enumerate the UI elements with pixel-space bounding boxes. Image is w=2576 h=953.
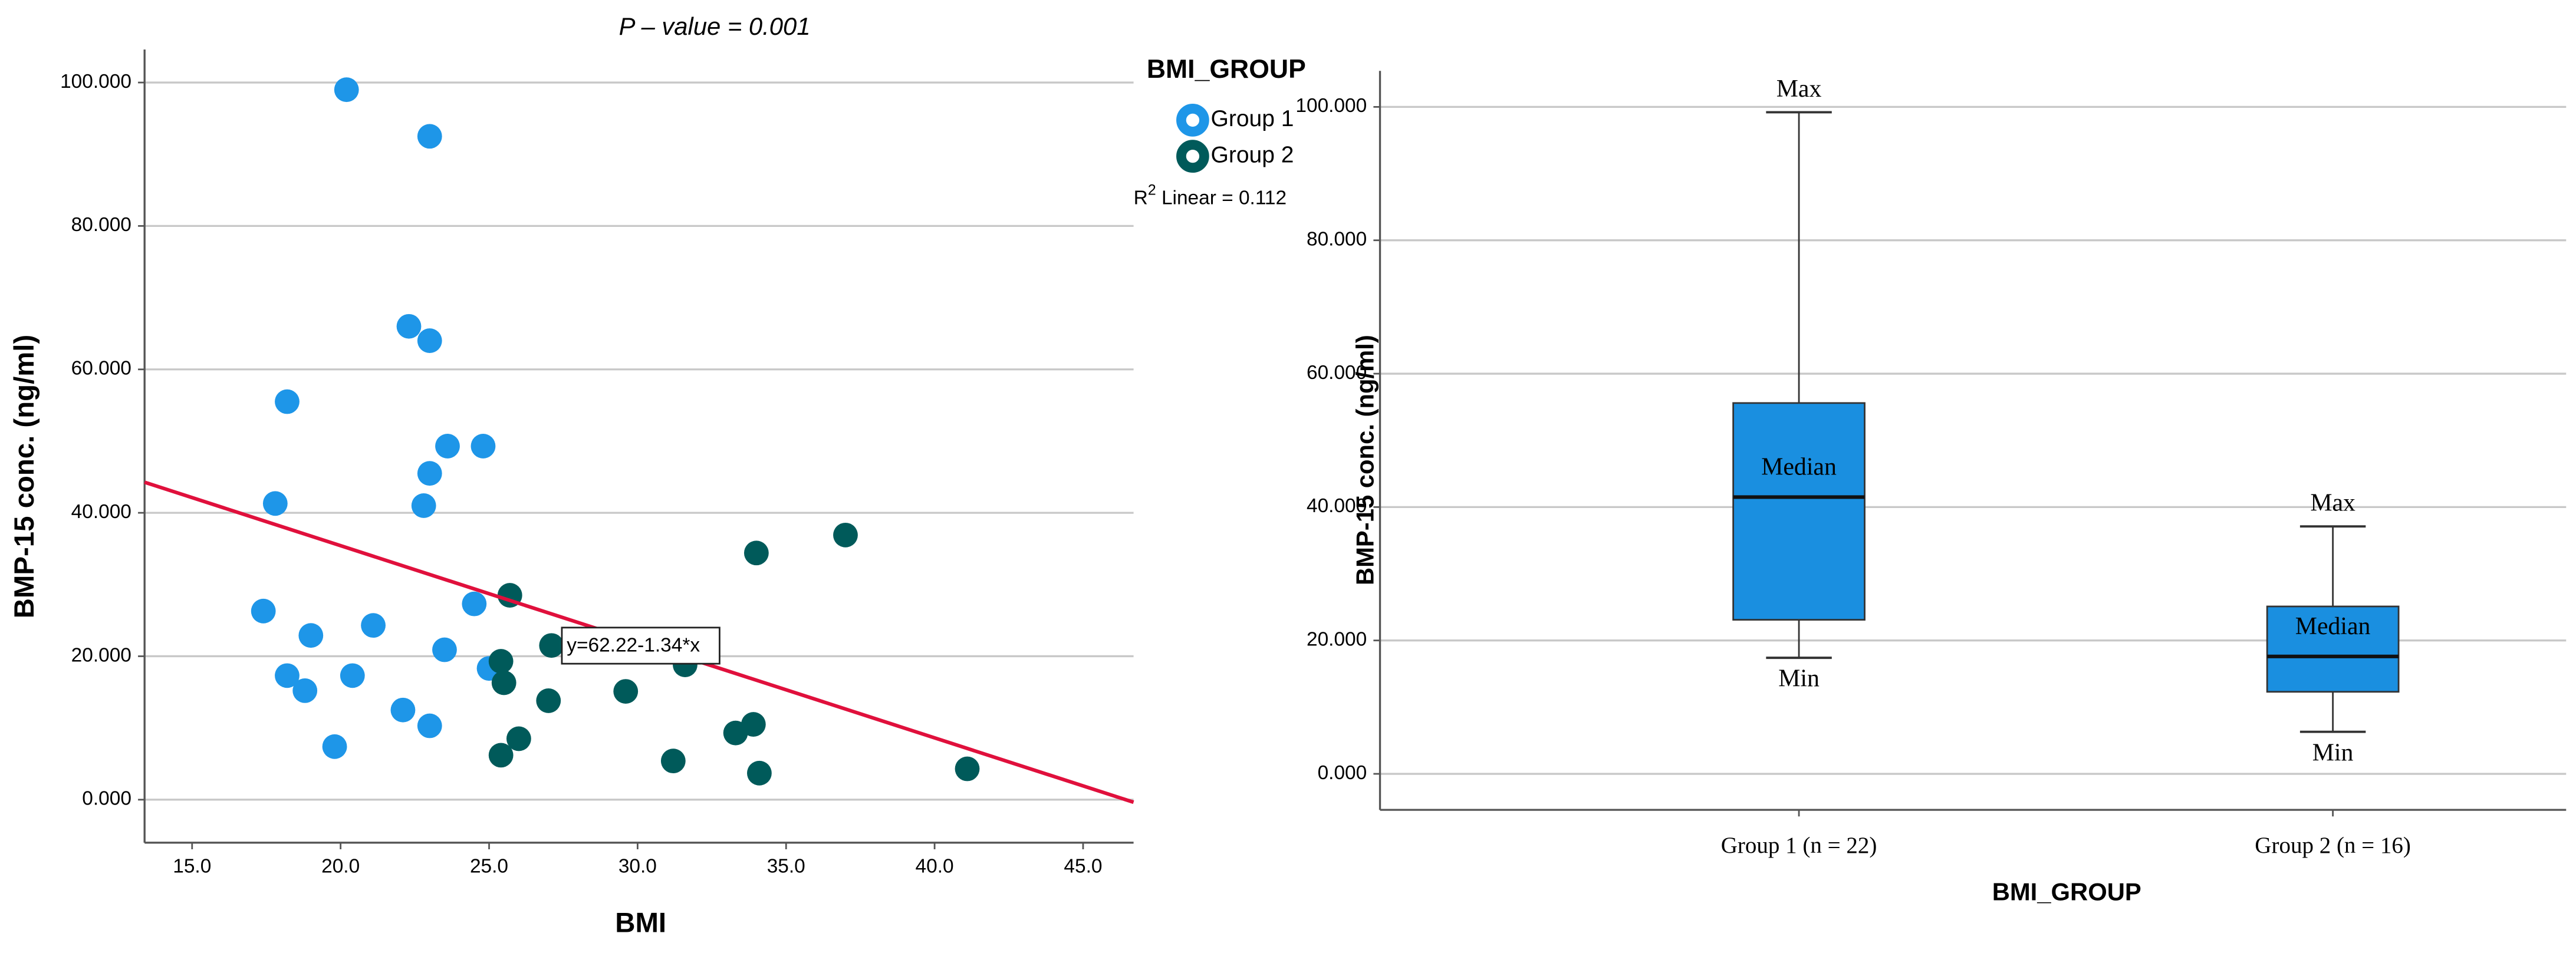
y-tick-label: 80.000: [71, 214, 131, 236]
scatter-point: [746, 760, 772, 786]
r2-part: 2: [1148, 182, 1156, 198]
min-label: Min: [1778, 665, 1820, 693]
y-tick-label: 40.000: [71, 501, 131, 523]
y-tick-label: 20.000: [71, 644, 131, 666]
y-tick-label: 20.000: [1307, 629, 1367, 651]
scatter-point: [743, 540, 769, 566]
scatter-point: [491, 670, 516, 695]
y-tick-label: 0.000: [82, 788, 131, 810]
scatter-point: [251, 598, 276, 624]
r2-part: Linear = 0.112: [1156, 187, 1287, 209]
y-tick-label: 60.000: [1307, 362, 1367, 384]
scatter-point: [536, 688, 561, 713]
y-axis-title: BMP-15 conc. (ng/ml): [9, 335, 40, 619]
scatter-point: [417, 124, 442, 149]
scatter-point: [435, 434, 460, 459]
max-label: Max: [1776, 75, 1822, 103]
scatter-point: [390, 697, 416, 723]
box: [1732, 402, 1866, 621]
r2-label: R2 Linear = 0.112: [1134, 182, 1287, 209]
scatter-point: [741, 712, 766, 737]
scatter-point: [471, 434, 496, 459]
scatter-point: [506, 726, 531, 751]
scatter-point: [432, 637, 457, 662]
scatter-point: [298, 623, 324, 648]
legend-marker: [1176, 140, 1209, 173]
x-tick-label: 25.0: [470, 855, 508, 877]
scatter-point: [488, 743, 514, 768]
x-tick-label: Group 2 (n = 16): [2255, 833, 2411, 858]
median-label: Median: [1761, 454, 1837, 481]
fit-label: y=62.22-1.34*x: [567, 635, 700, 657]
scatter-point: [361, 613, 386, 638]
x-tick-label: 15.0: [173, 855, 211, 877]
fit-label-box: [561, 626, 721, 665]
scatter-point: [417, 328, 442, 353]
scatter-point: [613, 679, 639, 704]
scatter-point: [539, 633, 564, 658]
legend-title: BMI_GROUP: [1147, 55, 1306, 84]
scatter-point: [396, 314, 422, 339]
r2-part: R: [1134, 187, 1148, 209]
x-tick-label: Group 1 (n = 22): [1721, 833, 1877, 858]
min-label: Min: [2312, 739, 2354, 766]
scatter-point: [275, 389, 300, 414]
x-axis-title: BMI: [615, 908, 666, 939]
x-axis-title: BMI_GROUP: [1992, 878, 2141, 905]
legend-label: Group 2: [1211, 142, 1294, 167]
y-tick-label: 100.000: [60, 71, 131, 93]
scatter-point: [833, 522, 858, 548]
x-tick-label: 30.0: [618, 855, 657, 877]
max-label: Max: [2310, 490, 2355, 517]
median-label: Median: [2295, 613, 2371, 640]
scatter-point: [417, 461, 442, 486]
scatter-point: [417, 713, 442, 738]
scatter-point: [262, 491, 288, 516]
chart-title: P – value = 0.001: [619, 12, 811, 40]
scatter-point: [275, 663, 300, 688]
scatter-point: [340, 663, 365, 688]
y-axis-title: BMP-15 conc. (ng/ml): [1351, 335, 1379, 585]
scatter-point: [411, 493, 436, 518]
scatter-point: [488, 649, 514, 674]
y-tick-label: 80.000: [1307, 229, 1367, 250]
scatter-point: [292, 678, 318, 703]
y-tick-label: 0.000: [1318, 762, 1367, 784]
x-tick-label: 35.0: [767, 855, 805, 877]
scatter-point: [660, 748, 686, 774]
scatter-point: [334, 77, 359, 103]
legend-marker: [1176, 103, 1209, 137]
x-tick-label: 45.0: [1064, 855, 1102, 877]
legend-label: Group 1: [1211, 106, 1294, 131]
scatter-point: [955, 756, 980, 781]
y-tick-label: 60.000: [71, 358, 131, 380]
scatter-point: [462, 591, 487, 616]
x-tick-label: 20.0: [321, 855, 360, 877]
y-tick-label: 40.000: [1307, 495, 1367, 517]
box: [2266, 605, 2400, 693]
y-tick-label: 100.000: [1295, 95, 1367, 117]
scatter-point: [322, 734, 347, 759]
x-tick-label: 40.0: [916, 855, 954, 877]
